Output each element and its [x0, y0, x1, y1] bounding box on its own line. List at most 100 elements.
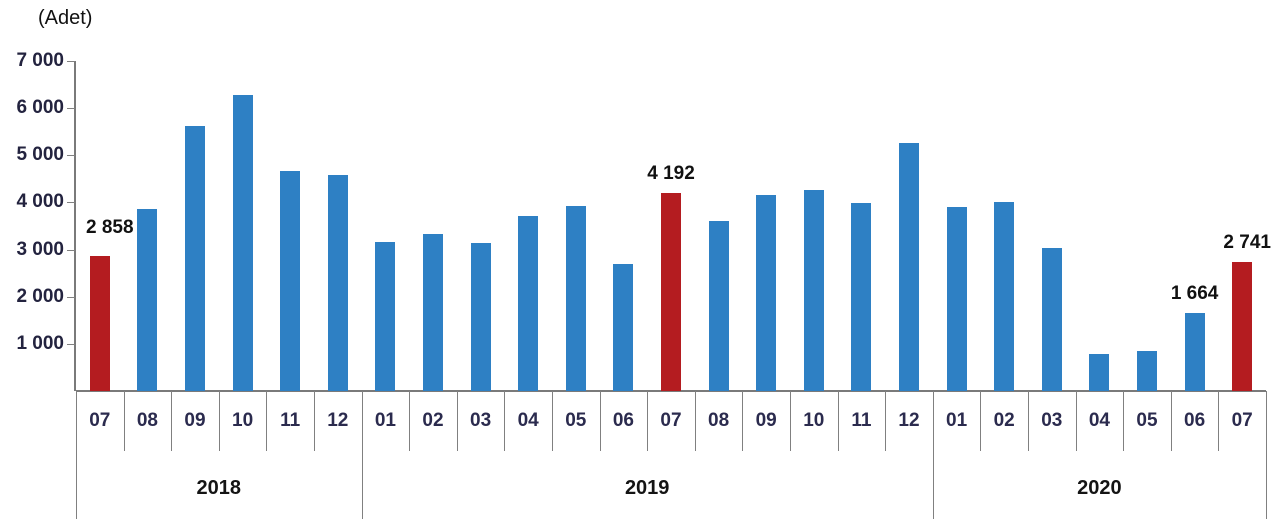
- month-separator: [885, 391, 887, 451]
- month-label-2019-06: 06: [612, 410, 634, 431]
- month-separator: [647, 391, 649, 451]
- year-label-2020: 2020: [1077, 476, 1122, 499]
- month-label-2019-08: 08: [708, 410, 730, 431]
- y-tick-mark: [67, 296, 75, 298]
- y-tick-label: 7 000: [16, 50, 64, 71]
- month-separator: [599, 391, 601, 451]
- y-tick-mark: [67, 343, 75, 345]
- month-separator: [314, 391, 315, 451]
- month-label-2020-01: 01: [946, 410, 968, 431]
- value-label-2020-07: 2 741: [1223, 231, 1271, 253]
- value-label-2020-06: 1 664: [1170, 282, 1219, 304]
- month-label-2018-11: 11: [280, 410, 301, 431]
- month-separator: [837, 391, 839, 451]
- y-tick-mark: [67, 202, 75, 204]
- month-label-2020-02: 02: [993, 410, 1015, 431]
- bar-2019-06: [613, 264, 634, 391]
- month-label-2020-06: 06: [1184, 410, 1206, 431]
- month-separator: [552, 391, 553, 451]
- month-label-2019-05: 05: [565, 410, 587, 431]
- year-separator: [361, 391, 363, 519]
- bar-2018-10: [232, 95, 253, 391]
- month-separator: [1075, 391, 1077, 451]
- month-label-2020-04: 04: [1088, 410, 1110, 431]
- bar-2019-02: [423, 234, 443, 391]
- month-label-2019-02: 02: [422, 410, 444, 431]
- month-label-2019-01: 01: [374, 410, 396, 431]
- y-tick-label: 2 000: [16, 285, 64, 307]
- bar-2020-04: [1089, 353, 1110, 391]
- bar-2018-09: [185, 126, 205, 391]
- month-label-2018-09: 09: [184, 410, 206, 431]
- bar-2020-02: [994, 202, 1015, 391]
- y-tick-label: 1 000: [16, 332, 64, 354]
- month-separator: [694, 391, 696, 451]
- bar-2019-08: [708, 221, 729, 391]
- month-label-2018-10: 10: [232, 410, 254, 431]
- bar-2018-07: [89, 256, 110, 391]
- month-label-2019-03: 03: [470, 410, 492, 431]
- month-separator: [171, 391, 173, 451]
- month-label-2019-10: 10: [803, 410, 825, 431]
- y-tick-mark: [67, 249, 75, 251]
- bar-2019-07: [661, 193, 681, 391]
- x-axis-line: [76, 390, 1266, 392]
- y-tick-label: 6 000: [16, 97, 64, 119]
- bar-2019-12: [899, 142, 919, 391]
- month-label-2018-08: 08: [136, 410, 158, 431]
- y-tick-label: 5 000: [16, 144, 64, 166]
- month-separator: [1218, 391, 1220, 451]
- bar-2019-05: [565, 205, 586, 391]
- bar-2018-12: [327, 175, 348, 391]
- bar-2020-06: [1184, 312, 1205, 391]
- bar-2018-11: [280, 170, 301, 391]
- year-separator: [1266, 391, 1267, 519]
- year-label-2019: 2019: [624, 476, 670, 499]
- bar-2020-01: [946, 206, 967, 391]
- month-separator: [790, 391, 791, 451]
- month-separator: [980, 391, 982, 451]
- month-separator: [123, 391, 125, 451]
- month-separator: [456, 391, 458, 451]
- value-label-2019-07: 4 192: [647, 163, 695, 185]
- month-label-2019-07: 07: [660, 410, 682, 431]
- chart-unit-title: (Adet): [38, 7, 93, 29]
- month-separator: [218, 391, 220, 451]
- bar-2019-01: [375, 241, 396, 391]
- bar-2020-07: [1232, 261, 1253, 391]
- y-tick-mark: [67, 108, 75, 110]
- year-separator: [76, 391, 77, 519]
- year-separator: [932, 391, 934, 519]
- month-separator: [1123, 391, 1125, 451]
- month-label-2019-04: 04: [517, 410, 539, 431]
- month-label-2018-12: 12: [327, 410, 349, 431]
- month-label-2019-11: 11: [851, 410, 872, 431]
- y-axis-line: [74, 61, 76, 391]
- month-label-2020-05: 05: [1136, 410, 1158, 431]
- bar-2019-11: [851, 203, 872, 391]
- y-tick-label: 4 000: [16, 191, 64, 213]
- y-tick-label: 3 000: [16, 238, 64, 260]
- bar-2019-10: [803, 189, 824, 391]
- bar-2020-03: [1041, 247, 1062, 391]
- month-label-2018-07: 07: [89, 410, 111, 431]
- bar-2019-09: [756, 194, 777, 391]
- y-tick-mark: [67, 61, 75, 62]
- y-tick-mark: [67, 155, 75, 157]
- bar-2019-03: [470, 243, 491, 391]
- month-separator: [742, 391, 744, 451]
- month-label-2019-12: 12: [898, 410, 920, 431]
- bar-2018-08: [137, 208, 158, 391]
- month-separator: [504, 391, 506, 451]
- value-label-2018-07: 2 858: [86, 217, 134, 239]
- month-separator: [409, 391, 411, 451]
- month-label-2020-07: 07: [1231, 410, 1253, 431]
- month-separator: [266, 391, 268, 451]
- bar-2020-05: [1137, 351, 1157, 391]
- year-label-2018: 2018: [196, 476, 242, 499]
- month-label-2019-09: 09: [755, 410, 777, 431]
- month-separator: [1170, 391, 1172, 451]
- month-label-2020-03: 03: [1041, 410, 1063, 431]
